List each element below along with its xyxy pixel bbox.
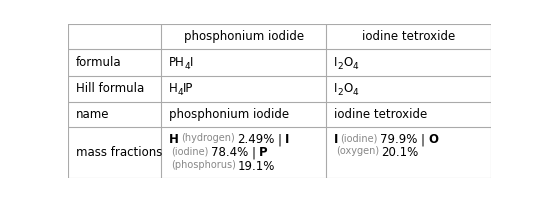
Text: (hydrogen): (hydrogen) (181, 133, 235, 143)
Text: name: name (76, 108, 109, 121)
Text: O: O (343, 82, 352, 95)
Text: mass fractions: mass fractions (76, 146, 162, 159)
Text: P: P (259, 146, 267, 159)
Text: 2: 2 (337, 62, 343, 71)
Text: (iodine): (iodine) (171, 146, 209, 156)
Text: 19.1%: 19.1% (238, 160, 275, 173)
Text: PH: PH (169, 56, 185, 69)
Text: 78.4%: 78.4% (211, 146, 248, 159)
Text: |: | (251, 146, 255, 159)
Text: O: O (343, 56, 352, 69)
Text: 79.9%: 79.9% (380, 133, 417, 146)
Text: Hill formula: Hill formula (76, 82, 144, 95)
Text: I: I (285, 133, 289, 146)
Text: formula: formula (76, 56, 122, 69)
Text: 20.1%: 20.1% (381, 146, 419, 159)
Text: |: | (277, 133, 282, 146)
Text: 4: 4 (352, 88, 358, 97)
Text: 2.49%: 2.49% (237, 133, 274, 146)
Text: I: I (191, 56, 194, 69)
Text: (iodine): (iodine) (341, 133, 378, 143)
Text: 4: 4 (185, 62, 191, 71)
Text: (phosphorus): (phosphorus) (171, 160, 236, 170)
Text: 4: 4 (352, 62, 358, 71)
Text: phosphonium iodide: phosphonium iodide (184, 30, 304, 43)
Text: phosphonium iodide: phosphonium iodide (169, 108, 289, 121)
Text: 2: 2 (337, 88, 343, 97)
Text: iodine tetroxide: iodine tetroxide (334, 108, 427, 121)
Text: O: O (428, 133, 438, 146)
Text: 4: 4 (177, 88, 183, 97)
Text: I: I (334, 133, 339, 146)
Text: I: I (334, 82, 337, 95)
Text: I: I (334, 56, 337, 69)
Text: IP: IP (183, 82, 194, 95)
Text: H: H (169, 82, 177, 95)
Text: |: | (421, 133, 425, 146)
Text: iodine tetroxide: iodine tetroxide (362, 30, 455, 43)
Text: H: H (169, 133, 179, 146)
Text: (oxygen): (oxygen) (336, 146, 379, 156)
